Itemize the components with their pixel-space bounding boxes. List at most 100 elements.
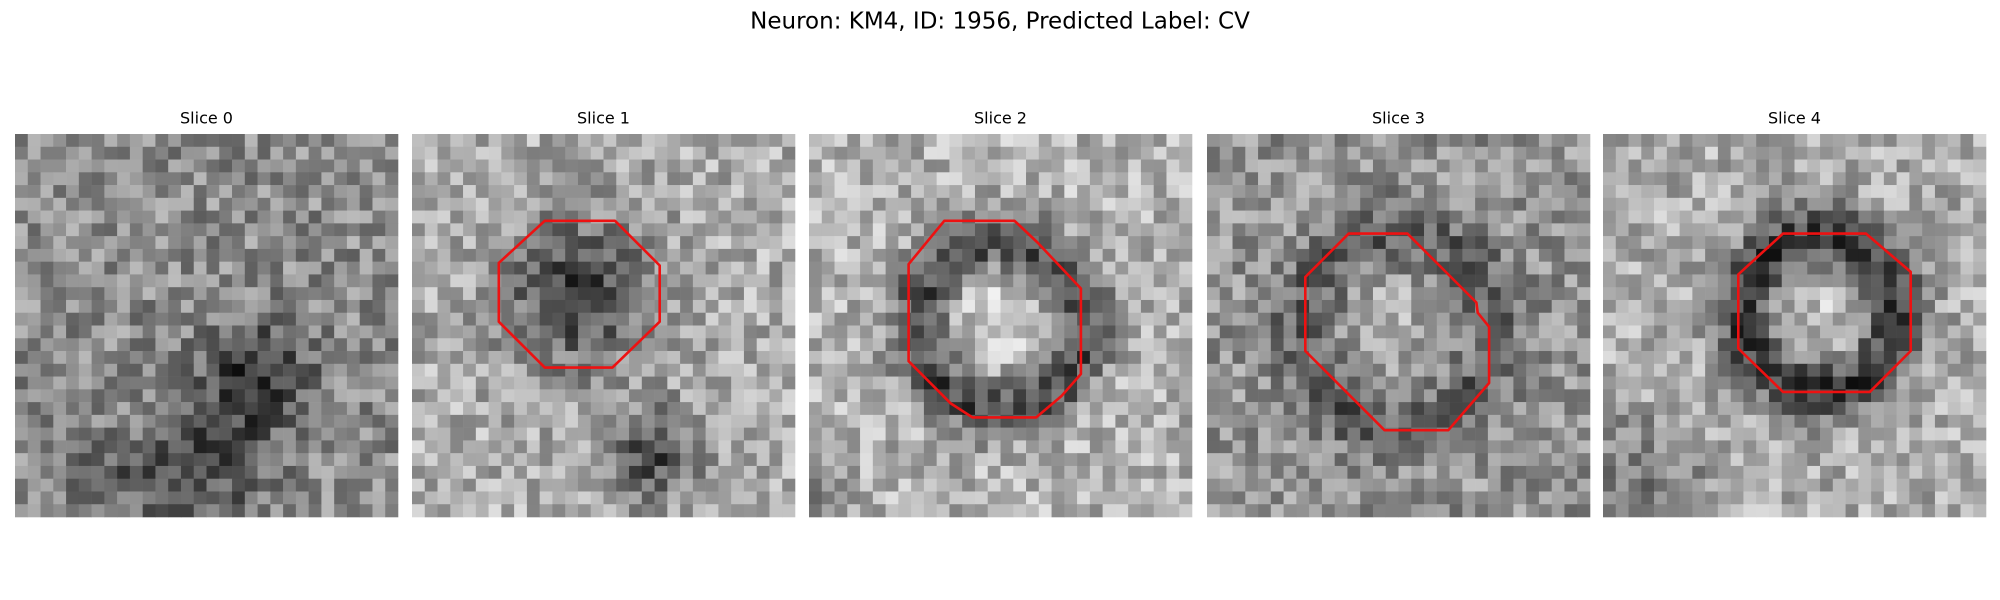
pixel	[705, 146, 719, 160]
pixel	[629, 363, 643, 377]
pixel	[782, 376, 796, 390]
pixel	[769, 440, 783, 454]
pixel	[1258, 185, 1272, 199]
pixel	[1730, 159, 1744, 173]
pixel	[1922, 146, 1936, 160]
pixel	[1666, 338, 1680, 352]
pixel	[1128, 261, 1142, 275]
pixel	[565, 363, 579, 377]
pixel	[501, 299, 515, 314]
pixel	[1717, 351, 1731, 365]
pixel	[692, 185, 706, 199]
pixel	[743, 299, 757, 314]
pixel	[334, 414, 348, 428]
pixel	[1207, 172, 1221, 186]
pixel	[1385, 236, 1399, 250]
pixel	[1321, 274, 1335, 288]
pixel	[1258, 134, 1272, 148]
pixel	[1807, 146, 1821, 160]
pixel	[1820, 185, 1834, 199]
pixel	[1051, 134, 1065, 148]
pixel	[885, 363, 899, 377]
pixel	[782, 478, 796, 492]
pixel	[1064, 478, 1078, 492]
pixel	[809, 134, 823, 148]
pixel	[1973, 325, 1987, 339]
pixel	[78, 197, 92, 211]
pixel	[654, 427, 668, 441]
pixel	[1794, 504, 1808, 518]
pixel	[1603, 325, 1617, 339]
pixel	[1347, 197, 1361, 211]
pixel	[860, 351, 874, 365]
pixel	[680, 185, 694, 199]
pixel	[244, 504, 258, 518]
pixel	[1102, 312, 1116, 326]
pixel	[1973, 414, 1987, 428]
pixel	[603, 465, 617, 479]
pixel	[577, 440, 592, 454]
pixel	[1385, 159, 1399, 173]
pixel	[450, 185, 464, 199]
pixel	[257, 197, 271, 211]
pixel	[731, 427, 745, 441]
pixel	[1922, 248, 1936, 262]
pixel	[1909, 274, 1923, 288]
pixel	[295, 210, 309, 224]
pixel	[1232, 325, 1246, 339]
pixel	[1207, 287, 1221, 301]
pixel	[731, 491, 745, 505]
pixel	[834, 185, 848, 199]
pixel	[616, 159, 630, 173]
pixel	[1449, 172, 1463, 186]
pixel	[40, 325, 54, 339]
pixel	[1207, 299, 1221, 314]
pixel	[1551, 351, 1565, 365]
pixel	[987, 389, 1001, 403]
pixel	[1768, 414, 1783, 428]
pixel	[616, 325, 630, 339]
pixel	[1038, 465, 1052, 479]
pixel	[1538, 338, 1552, 352]
pixel	[577, 172, 592, 186]
pixel	[821, 261, 835, 275]
pixel	[1000, 248, 1014, 262]
pixel	[1475, 223, 1489, 237]
pixel	[321, 312, 335, 326]
pixel	[78, 287, 92, 301]
pixel	[834, 287, 848, 301]
pixel	[1628, 134, 1642, 148]
pixel	[782, 491, 796, 505]
pixel	[1270, 363, 1284, 377]
pixel	[526, 491, 540, 505]
pixel	[1398, 351, 1412, 365]
pixel	[219, 478, 233, 492]
pixel	[334, 159, 348, 173]
pixel	[321, 389, 335, 403]
pixel	[1270, 248, 1284, 262]
pixel	[1730, 134, 1744, 148]
pixel	[437, 402, 451, 416]
pixel	[1077, 146, 1091, 160]
pixel	[1321, 389, 1335, 403]
pixel	[283, 491, 297, 505]
pixel	[872, 376, 886, 390]
pixel	[295, 261, 309, 275]
pixel	[1153, 465, 1167, 479]
pixel	[1807, 363, 1821, 377]
pixel	[1679, 465, 1693, 479]
pixel	[654, 389, 668, 403]
pixel	[552, 172, 566, 186]
pixel	[1140, 159, 1154, 173]
pixel	[91, 338, 105, 352]
pixel	[1845, 210, 1859, 224]
pixel	[1526, 363, 1540, 377]
pixel	[885, 389, 899, 403]
pixel	[1947, 491, 1961, 505]
pixel	[1385, 351, 1399, 365]
pixel	[78, 299, 92, 314]
pixel	[962, 325, 976, 339]
pixel	[1089, 414, 1103, 428]
pixel	[488, 134, 502, 148]
pixel	[53, 465, 67, 479]
